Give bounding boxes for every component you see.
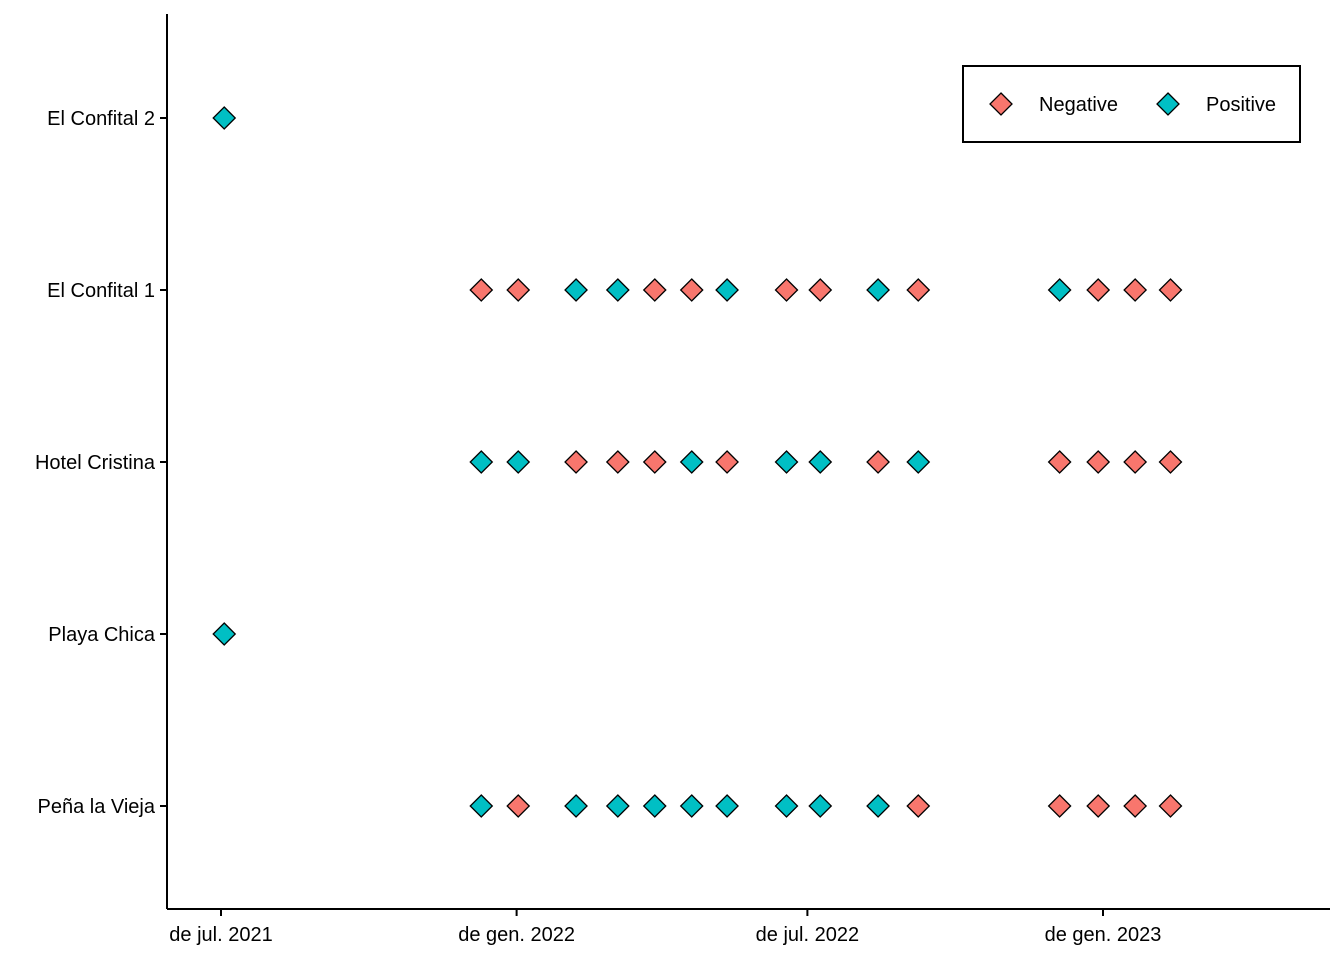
- point-negative: [1047, 794, 1072, 818]
- point-negative: [1086, 450, 1111, 474]
- y-tick-label: El Confital 2: [47, 108, 155, 130]
- point-negative: [506, 794, 531, 818]
- data-points: [212, 106, 1183, 818]
- point-positive: [469, 794, 494, 818]
- point-positive: [642, 794, 667, 818]
- point-positive: [469, 450, 494, 474]
- y-tick-label: Hotel Cristina: [35, 452, 156, 474]
- point-negative: [642, 450, 667, 474]
- legend-box: [962, 65, 1301, 143]
- point-positive: [866, 794, 891, 818]
- point-positive: [808, 450, 833, 474]
- point-negative: [506, 278, 531, 302]
- point-positive: [808, 794, 833, 818]
- point-negative: [564, 450, 588, 474]
- point-negative: [1123, 278, 1148, 302]
- point-positive: [774, 794, 799, 818]
- y-tick-label: Playa Chica: [48, 624, 156, 646]
- point-positive: [212, 106, 237, 130]
- point-negative: [906, 794, 931, 818]
- point-positive: [715, 278, 739, 302]
- x-tick-label: de jul. 2022: [756, 924, 859, 946]
- point-negative: [642, 278, 667, 302]
- point-negative: [1123, 450, 1148, 474]
- legend-key-positive: [1156, 92, 1180, 116]
- point-positive: [605, 794, 630, 818]
- y-axis: Peña la Vieja Playa Chica Hotel Cristina El…: [35, 14, 168, 909]
- point-negative: [1158, 794, 1183, 818]
- point-negative: [1086, 794, 1111, 818]
- point-positive: [679, 450, 704, 474]
- point-negative: [1123, 794, 1148, 818]
- point-negative: [808, 278, 833, 302]
- point-negative: [469, 278, 494, 302]
- x-tick-label: de jul. 2021: [169, 924, 272, 946]
- point-positive: [605, 278, 630, 302]
- point-positive: [866, 278, 891, 302]
- point-positive: [774, 450, 799, 474]
- y-tick-label: El Confital 1: [47, 280, 155, 302]
- legend-label-positive: Positive: [1206, 94, 1276, 116]
- x-axis: de jul. 2021 de gen. 2022 de jul. 2022 de g…: [167, 908, 1330, 946]
- y-tick-label: Peña la Vieja: [38, 796, 156, 818]
- point-negative: [1086, 278, 1111, 302]
- legend: Negative Positive: [962, 65, 1301, 143]
- legend-label-negative: Negative: [1039, 94, 1118, 116]
- point-negative: [1047, 450, 1072, 474]
- point-negative: [774, 278, 799, 302]
- point-negative: [906, 278, 931, 302]
- point-positive: [212, 622, 237, 646]
- point-positive: [506, 450, 531, 474]
- point-positive: [715, 794, 739, 818]
- legend-key-negative: [989, 92, 1013, 116]
- point-negative: [715, 450, 739, 474]
- point-positive: [1047, 278, 1072, 302]
- point-positive: [564, 794, 588, 818]
- point-positive: [906, 450, 931, 474]
- point-negative: [1158, 278, 1183, 302]
- point-positive: [564, 278, 588, 302]
- x-tick-label: de gen. 2022: [458, 924, 575, 946]
- point-negative: [605, 450, 630, 474]
- x-tick-label: de gen. 2023: [1045, 924, 1162, 946]
- point-negative: [1158, 450, 1183, 474]
- point-negative: [679, 278, 704, 302]
- point-negative: [866, 450, 891, 474]
- point-positive: [679, 794, 704, 818]
